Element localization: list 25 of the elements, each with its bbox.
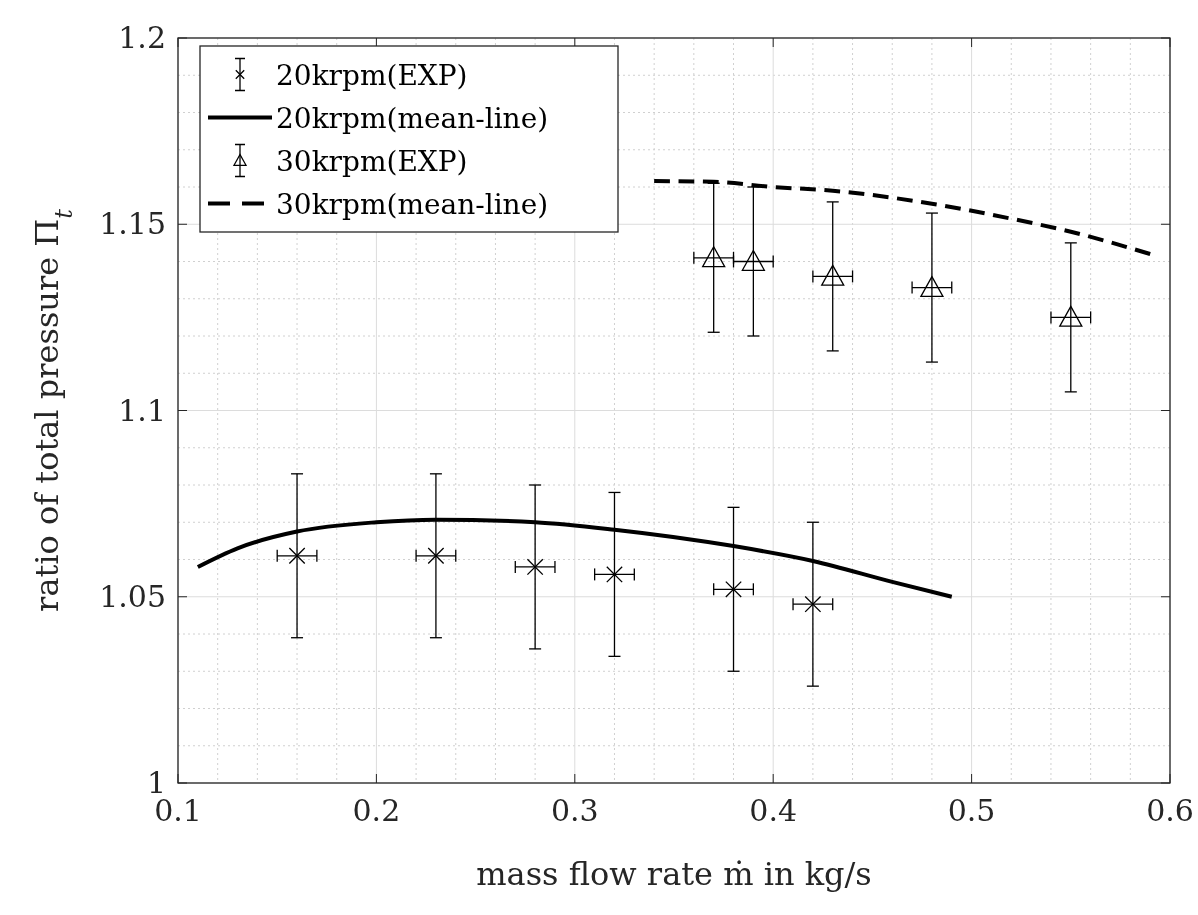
point	[702, 246, 726, 268]
legend-label: 20krpm(mean-line)	[276, 101, 549, 135]
point	[804, 595, 822, 613]
y-tick-label: 1.15	[99, 206, 166, 242]
point	[725, 580, 742, 598]
x-axis-title: mass flow rate ṁ in kg/s	[476, 855, 872, 893]
y-tick-label: 1.1	[118, 392, 166, 428]
legend-label: 30krpm(mean-line)	[276, 187, 549, 221]
point	[288, 547, 306, 565]
legend-label: 20krpm(EXP)	[276, 58, 468, 92]
point	[741, 249, 766, 271]
legend-label: 30krpm(EXP)	[276, 144, 468, 178]
point	[821, 264, 845, 286]
x-tick-label: 0.6	[1146, 793, 1194, 828]
point	[920, 275, 944, 298]
point	[606, 566, 623, 583]
point	[1059, 305, 1083, 327]
y-tick-label: 1.2	[118, 20, 166, 55]
point	[526, 558, 544, 576]
x-tick-label: 0.3	[550, 793, 599, 828]
x-tick-label: 0.2	[352, 793, 401, 828]
x-tick-label: 0.4	[749, 793, 798, 828]
y-tick-label: 1.05	[99, 578, 166, 614]
point	[427, 547, 445, 565]
x-tick-label: 0.5	[947, 793, 996, 828]
